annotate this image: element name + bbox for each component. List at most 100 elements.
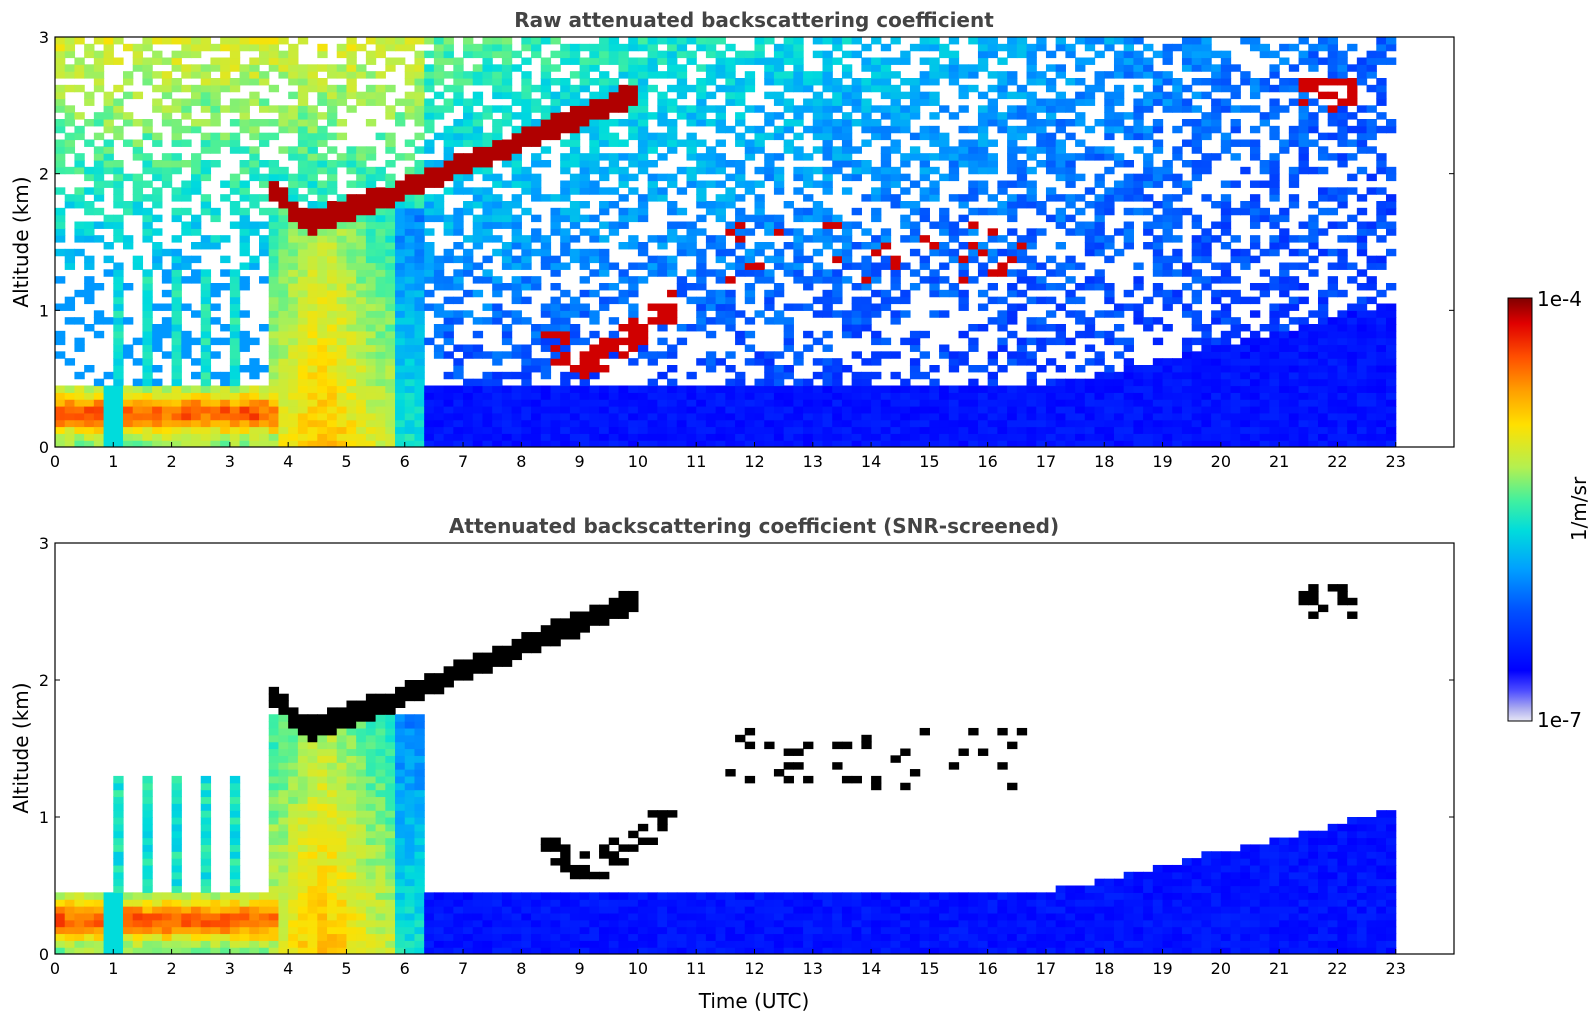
heatmap-cell [1007, 166, 1018, 175]
heatmap-cell [900, 112, 911, 120]
heatmap-cell [968, 194, 979, 202]
heatmap-cell [492, 50, 503, 59]
heatmap-cell [531, 433, 542, 441]
heatmap-cell [1016, 276, 1028, 284]
heatmap-cell [793, 132, 804, 141]
heatmap-cell [336, 283, 348, 291]
heatmap-cell [113, 228, 124, 236]
heatmap-cell [385, 194, 396, 202]
heatmap-cell [385, 344, 396, 352]
heatmap-cell [278, 351, 289, 359]
heatmap-cell [812, 419, 824, 428]
heatmap-cell [443, 392, 454, 400]
heatmap-cell [1133, 440, 1144, 447]
heatmap-cell [152, 57, 163, 65]
heatmap-cell [161, 330, 173, 339]
heatmap-cell [84, 187, 95, 195]
heatmap-cell [268, 440, 280, 447]
heatmap-cell [1065, 296, 1076, 305]
heatmap-cell [589, 153, 600, 161]
heatmap-cell [191, 440, 202, 447]
heatmap-cell [55, 303, 66, 311]
heatmap-cell [783, 125, 794, 134]
heatmap-cell [64, 433, 76, 441]
heatmap-cell [317, 289, 328, 298]
heatmap-cell [521, 43, 532, 52]
heatmap-cell [1143, 371, 1154, 380]
heatmap-cell [1007, 71, 1018, 79]
heatmap-cell [365, 214, 377, 223]
heatmap-cell [686, 180, 697, 188]
heatmap-cell [317, 392, 328, 400]
heatmap-cell [501, 71, 513, 79]
heatmap-cell [1230, 296, 1241, 305]
heatmap-cell [453, 269, 464, 277]
heatmap-cell [841, 64, 853, 72]
heatmap-cell [171, 365, 182, 373]
heatmap-cell [599, 283, 610, 291]
heatmap-cell [433, 201, 445, 209]
heatmap-cell [909, 365, 921, 373]
heatmap-cell [773, 78, 785, 86]
heatmap-cell [667, 132, 678, 141]
heatmap-cell [851, 310, 862, 318]
heatmap-cell [1036, 78, 1047, 86]
heatmap-cell [599, 57, 610, 65]
heatmap-cell [511, 112, 522, 120]
heatmap-cell [531, 187, 542, 195]
heatmap-cell [1240, 296, 1251, 305]
heatmap-cell [453, 371, 464, 380]
heatmap-cell [521, 242, 532, 250]
heatmap-cell [521, 365, 532, 373]
heatmap-cell [1240, 37, 1251, 45]
heatmap-cell [1045, 105, 1057, 113]
heatmap-cell [395, 426, 406, 434]
heatmap-cell [550, 344, 561, 352]
heatmap-cell [560, 43, 571, 52]
heatmap-cell [453, 440, 464, 447]
heatmap-cell [103, 119, 114, 127]
heatmap-cell [1007, 283, 1018, 291]
heatmap-cell [220, 64, 231, 72]
heatmap-cell [521, 392, 532, 400]
heatmap-cell [832, 57, 843, 65]
heatmap-cell [832, 37, 843, 45]
heatmap-cell [1288, 84, 1300, 93]
heatmap-cell [851, 91, 862, 100]
heatmap-cell [210, 433, 221, 441]
heatmap-cell [346, 105, 357, 113]
heatmap-cell [93, 426, 105, 434]
heatmap-cell [336, 119, 348, 127]
heatmap-cell [317, 166, 328, 175]
heatmap-cell [589, 399, 600, 407]
heatmap-cell [579, 365, 590, 373]
heatmap-cell [249, 194, 260, 202]
heatmap-cell [1026, 71, 1037, 79]
heatmap-cell [375, 324, 386, 332]
heatmap-cell [1288, 337, 1300, 346]
heatmap-cell [103, 221, 114, 229]
heatmap-cell [1211, 358, 1222, 366]
heatmap-cell [550, 119, 561, 127]
heatmap-cell [754, 419, 765, 428]
heatmap-cell [346, 214, 357, 223]
heatmap-cell [1172, 84, 1183, 93]
heatmap-cell [676, 166, 688, 175]
heatmap-cell [822, 378, 833, 387]
heatmap-cell [501, 324, 513, 332]
heatmap-cell [968, 64, 979, 72]
heatmap-cell [793, 378, 804, 387]
heatmap-cell [560, 385, 571, 393]
heatmap-cell [1220, 50, 1232, 59]
heatmap-cell [288, 214, 299, 223]
heatmap-cell [793, 166, 804, 175]
heatmap-cell [1172, 125, 1183, 134]
heatmap-cell [1104, 91, 1115, 100]
heatmap-cell [1211, 84, 1222, 93]
heatmap-cell [1055, 324, 1066, 332]
heatmap-cell [463, 139, 474, 147]
heatmap-cell [832, 221, 843, 229]
heatmap-cell [278, 358, 289, 366]
heatmap-cell [987, 358, 998, 366]
heatmap-cell [550, 125, 561, 134]
